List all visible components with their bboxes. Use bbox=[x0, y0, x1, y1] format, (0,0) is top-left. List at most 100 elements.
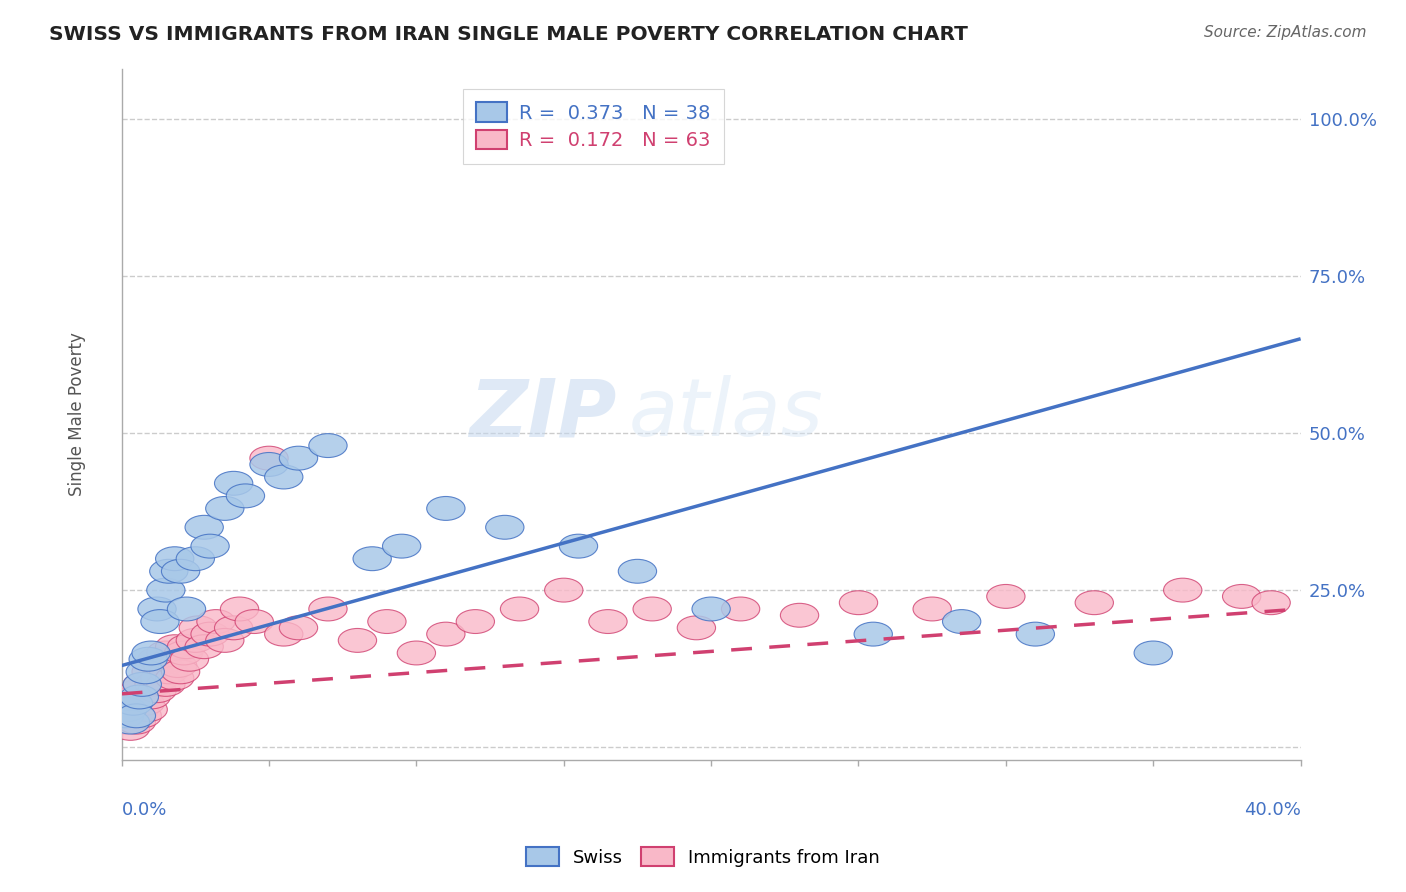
Ellipse shape bbox=[398, 641, 436, 665]
Ellipse shape bbox=[138, 597, 176, 621]
Ellipse shape bbox=[124, 673, 162, 697]
Ellipse shape bbox=[141, 666, 179, 690]
Ellipse shape bbox=[780, 603, 818, 627]
Ellipse shape bbox=[124, 673, 162, 697]
Ellipse shape bbox=[129, 698, 167, 722]
Ellipse shape bbox=[120, 685, 159, 709]
Ellipse shape bbox=[132, 660, 170, 684]
Ellipse shape bbox=[138, 648, 176, 671]
Ellipse shape bbox=[619, 559, 657, 583]
Ellipse shape bbox=[309, 434, 347, 458]
Ellipse shape bbox=[501, 597, 538, 621]
Ellipse shape bbox=[111, 710, 149, 734]
Ellipse shape bbox=[633, 597, 671, 621]
Ellipse shape bbox=[205, 629, 245, 652]
Ellipse shape bbox=[108, 698, 146, 722]
Ellipse shape bbox=[721, 597, 759, 621]
Ellipse shape bbox=[1135, 641, 1173, 665]
Ellipse shape bbox=[143, 654, 181, 678]
Ellipse shape bbox=[205, 497, 245, 520]
Text: Single Male Poverty: Single Male Poverty bbox=[67, 332, 86, 496]
Ellipse shape bbox=[146, 578, 186, 602]
Ellipse shape bbox=[108, 704, 146, 728]
Ellipse shape bbox=[250, 452, 288, 476]
Ellipse shape bbox=[264, 465, 302, 489]
Ellipse shape bbox=[117, 704, 156, 728]
Ellipse shape bbox=[339, 629, 377, 652]
Ellipse shape bbox=[456, 609, 495, 633]
Ellipse shape bbox=[544, 578, 583, 602]
Ellipse shape bbox=[1076, 591, 1114, 615]
Ellipse shape bbox=[167, 635, 205, 658]
Ellipse shape bbox=[368, 609, 406, 633]
Ellipse shape bbox=[105, 704, 143, 728]
Ellipse shape bbox=[250, 446, 288, 470]
Ellipse shape bbox=[221, 597, 259, 621]
Ellipse shape bbox=[153, 648, 191, 671]
Ellipse shape bbox=[138, 679, 176, 703]
Ellipse shape bbox=[987, 584, 1025, 608]
Ellipse shape bbox=[485, 516, 524, 540]
Ellipse shape bbox=[280, 615, 318, 640]
Ellipse shape bbox=[309, 597, 347, 621]
Text: ZIP: ZIP bbox=[470, 376, 617, 453]
Ellipse shape bbox=[692, 597, 730, 621]
Ellipse shape bbox=[124, 704, 162, 728]
Ellipse shape bbox=[264, 623, 302, 646]
Legend: R =  0.373   N = 38, R =  0.172   N = 63: R = 0.373 N = 38, R = 0.172 N = 63 bbox=[463, 88, 724, 164]
Ellipse shape bbox=[235, 609, 273, 633]
Ellipse shape bbox=[167, 597, 205, 621]
Ellipse shape bbox=[176, 547, 215, 571]
Ellipse shape bbox=[839, 591, 877, 615]
Ellipse shape bbox=[162, 559, 200, 583]
Legend: Swiss, Immigrants from Iran: Swiss, Immigrants from Iran bbox=[517, 838, 889, 876]
Ellipse shape bbox=[127, 660, 165, 684]
Ellipse shape bbox=[165, 641, 202, 665]
Ellipse shape bbox=[942, 609, 981, 633]
Ellipse shape bbox=[117, 710, 156, 734]
Ellipse shape bbox=[912, 597, 952, 621]
Ellipse shape bbox=[176, 629, 215, 652]
Ellipse shape bbox=[156, 547, 194, 571]
Ellipse shape bbox=[159, 654, 197, 678]
Ellipse shape bbox=[226, 484, 264, 508]
Ellipse shape bbox=[162, 660, 200, 684]
Ellipse shape bbox=[186, 516, 224, 540]
Ellipse shape bbox=[678, 615, 716, 640]
Ellipse shape bbox=[129, 648, 167, 671]
Ellipse shape bbox=[146, 673, 186, 697]
Text: SWISS VS IMMIGRANTS FROM IRAN SINGLE MALE POVERTY CORRELATION CHART: SWISS VS IMMIGRANTS FROM IRAN SINGLE MAL… bbox=[49, 25, 969, 44]
Ellipse shape bbox=[132, 641, 170, 665]
Text: atlas: atlas bbox=[628, 376, 824, 453]
Ellipse shape bbox=[280, 446, 318, 470]
Ellipse shape bbox=[191, 623, 229, 646]
Ellipse shape bbox=[111, 716, 149, 740]
Ellipse shape bbox=[170, 648, 208, 671]
Ellipse shape bbox=[426, 497, 465, 520]
Ellipse shape bbox=[1222, 584, 1261, 608]
Ellipse shape bbox=[1017, 623, 1054, 646]
Ellipse shape bbox=[179, 615, 218, 640]
Ellipse shape bbox=[186, 635, 224, 658]
Ellipse shape bbox=[1164, 578, 1202, 602]
Ellipse shape bbox=[120, 679, 159, 703]
Ellipse shape bbox=[105, 710, 143, 734]
Ellipse shape bbox=[132, 685, 170, 709]
Ellipse shape bbox=[114, 704, 153, 728]
Ellipse shape bbox=[353, 547, 391, 571]
Ellipse shape bbox=[149, 660, 188, 684]
Ellipse shape bbox=[191, 534, 229, 558]
Ellipse shape bbox=[117, 685, 156, 709]
Text: 0.0%: 0.0% bbox=[122, 801, 167, 819]
Ellipse shape bbox=[141, 609, 179, 633]
Ellipse shape bbox=[120, 698, 159, 722]
Ellipse shape bbox=[560, 534, 598, 558]
Ellipse shape bbox=[426, 623, 465, 646]
Ellipse shape bbox=[156, 666, 194, 690]
Ellipse shape bbox=[135, 673, 173, 697]
Ellipse shape bbox=[114, 691, 153, 715]
Ellipse shape bbox=[197, 609, 235, 633]
Ellipse shape bbox=[149, 559, 188, 583]
Ellipse shape bbox=[589, 609, 627, 633]
Text: Source: ZipAtlas.com: Source: ZipAtlas.com bbox=[1204, 25, 1367, 40]
